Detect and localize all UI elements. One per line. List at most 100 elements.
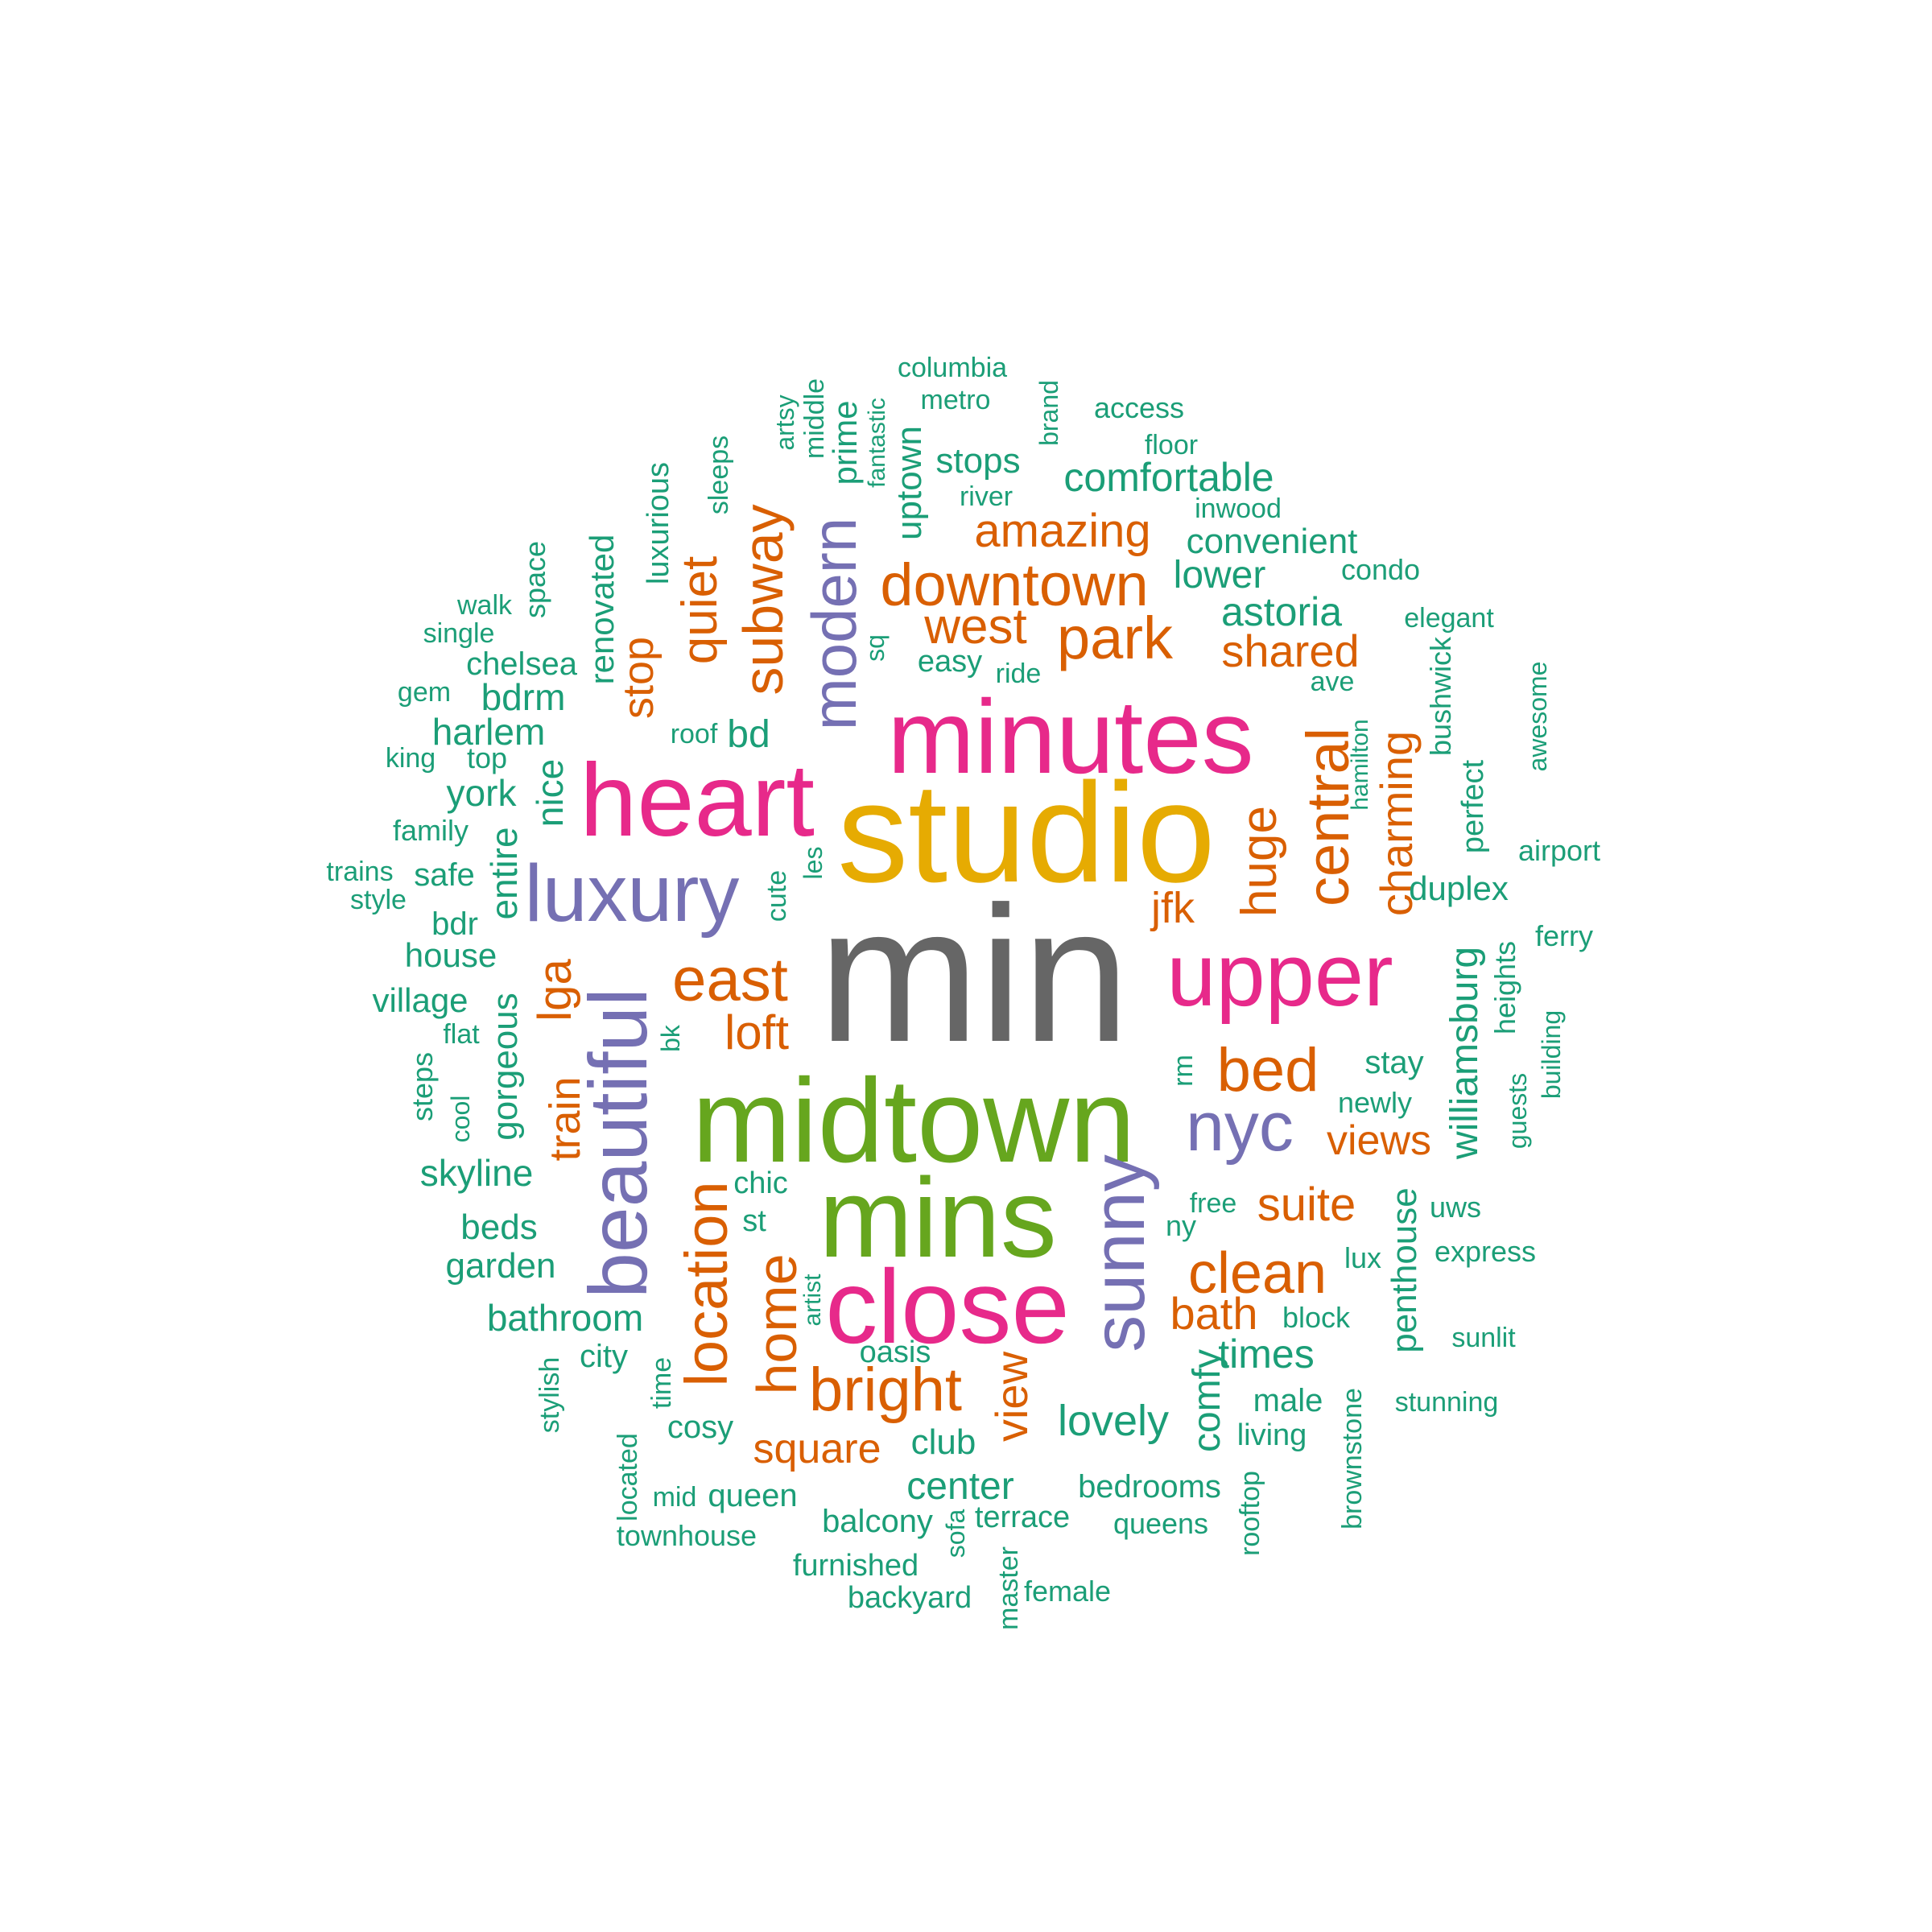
word-york: york xyxy=(446,772,517,814)
word-clean: clean xyxy=(1187,1241,1327,1306)
word-space: space xyxy=(518,540,551,619)
word-trains: trains xyxy=(326,857,394,887)
word-st: st xyxy=(742,1204,766,1238)
word-nyc: nyc xyxy=(1186,1088,1294,1166)
word-huge: huge xyxy=(1232,806,1287,917)
word-guests: guests xyxy=(1503,1072,1532,1150)
word-penthouse: penthouse xyxy=(1385,1187,1424,1353)
word-queen: queen xyxy=(708,1478,798,1513)
word-stylish: stylish xyxy=(535,1356,565,1434)
word-sleeps: sleeps xyxy=(704,435,734,515)
word-rooftop: rooftop xyxy=(1235,1471,1265,1556)
word-sq: sq xyxy=(861,634,890,662)
word-inwood: inwood xyxy=(1195,493,1282,524)
word-single: single xyxy=(423,618,495,649)
word-club: club xyxy=(910,1422,976,1462)
word-safe: safe xyxy=(414,857,475,893)
word-female: female xyxy=(1023,1575,1112,1608)
word-awesome: awesome xyxy=(1523,661,1552,772)
word-time: time xyxy=(646,1356,677,1410)
word-comfy: comfy xyxy=(1186,1348,1228,1453)
word-times: times xyxy=(1218,1331,1315,1377)
word-entire: entire xyxy=(483,827,525,920)
word-mid: mid xyxy=(652,1482,697,1513)
word-house: house xyxy=(404,936,497,974)
word-male: male xyxy=(1253,1383,1323,1418)
word-mins: mins xyxy=(819,1154,1057,1281)
word-walk: walk xyxy=(456,590,513,621)
word-style: style xyxy=(350,885,407,915)
word-block: block xyxy=(1282,1301,1351,1334)
word-luxurious: luxurious xyxy=(642,461,675,585)
word-cute: cute xyxy=(762,869,792,923)
word-artist: artist xyxy=(799,1274,826,1327)
word-gem: gem xyxy=(397,677,452,708)
word-perfect: perfect xyxy=(1456,759,1490,854)
word-nice: nice xyxy=(529,758,571,828)
word-amazing: amazing xyxy=(974,505,1151,557)
word-steps: steps xyxy=(406,1051,439,1122)
word-living: living xyxy=(1236,1418,1307,1452)
word-comfortable: comfortable xyxy=(1063,455,1274,500)
word-bk: bk xyxy=(656,1025,685,1052)
word-queens: queens xyxy=(1113,1507,1209,1540)
word-west: west xyxy=(924,599,1027,654)
word-center: center xyxy=(906,1465,1014,1508)
word-harlem: harlem xyxy=(431,711,546,753)
word-chelsea: chelsea xyxy=(466,646,577,682)
word-sunny: sunny xyxy=(1078,1154,1160,1352)
word-king: king xyxy=(385,743,436,774)
word-village: village xyxy=(372,981,469,1019)
word-min: min xyxy=(818,866,1130,1082)
word-garden: garden xyxy=(445,1246,556,1286)
word-bed: bed xyxy=(1216,1036,1319,1104)
word-stay: stay xyxy=(1364,1045,1424,1080)
word-midtown: midtown xyxy=(691,1055,1136,1187)
word-skyline: skyline xyxy=(419,1152,534,1194)
word-bushwick: bushwick xyxy=(1424,636,1457,757)
word-access: access xyxy=(1093,391,1185,424)
word-elegant: elegant xyxy=(1404,603,1494,634)
word-terrace: terrace xyxy=(974,1501,1071,1534)
word-lux: lux xyxy=(1344,1241,1382,1274)
word-free: free xyxy=(1189,1188,1237,1219)
word-sunlit: sunlit xyxy=(1451,1323,1516,1353)
word-location: location xyxy=(673,1181,740,1387)
word-lovely: lovely xyxy=(1057,1397,1170,1445)
word-downtown: downtown xyxy=(880,551,1149,618)
word-uws: uws xyxy=(1429,1191,1482,1224)
word-furnished: furnished xyxy=(792,1549,919,1583)
word-heights: heights xyxy=(1488,940,1521,1035)
word-bedrooms: bedrooms xyxy=(1078,1469,1221,1505)
word-ny: ny xyxy=(1165,1209,1197,1242)
word-top: top xyxy=(466,741,508,774)
word-artsy: artsy xyxy=(770,394,799,451)
word-stunning: stunning xyxy=(1394,1387,1499,1418)
word-shared: shared xyxy=(1221,625,1360,676)
word-rm: rm xyxy=(1168,1055,1199,1087)
word-newly: newly xyxy=(1337,1086,1413,1119)
word-oasis: oasis xyxy=(859,1335,931,1369)
word-heart: heart xyxy=(580,743,815,858)
word-duplex: duplex xyxy=(1409,869,1509,907)
word-uptown: uptown xyxy=(890,426,929,540)
word-brownstone: brownstone xyxy=(1337,1388,1368,1530)
word-sofa: sofa xyxy=(941,1509,970,1558)
word-subway: subway xyxy=(732,504,795,696)
word-close: close xyxy=(825,1248,1070,1365)
word-chic: chic xyxy=(733,1166,788,1200)
word-ferry: ferry xyxy=(1535,919,1593,952)
word-bright: bright xyxy=(808,1356,963,1424)
word-flat: flat xyxy=(443,1019,480,1050)
word-luxury: luxury xyxy=(524,848,740,939)
word-columbia: columbia xyxy=(897,353,1008,383)
word-backyard: backyard xyxy=(847,1581,972,1615)
word-roof: roof xyxy=(670,719,718,749)
word-suite: suite xyxy=(1257,1179,1356,1231)
word-cosy: cosy xyxy=(667,1410,734,1445)
word-easy: easy xyxy=(917,645,983,679)
word-city: city xyxy=(580,1339,628,1374)
word-brand: brand xyxy=(1034,380,1063,446)
word-beds: beds xyxy=(460,1208,538,1247)
word-express: express xyxy=(1434,1235,1537,1268)
